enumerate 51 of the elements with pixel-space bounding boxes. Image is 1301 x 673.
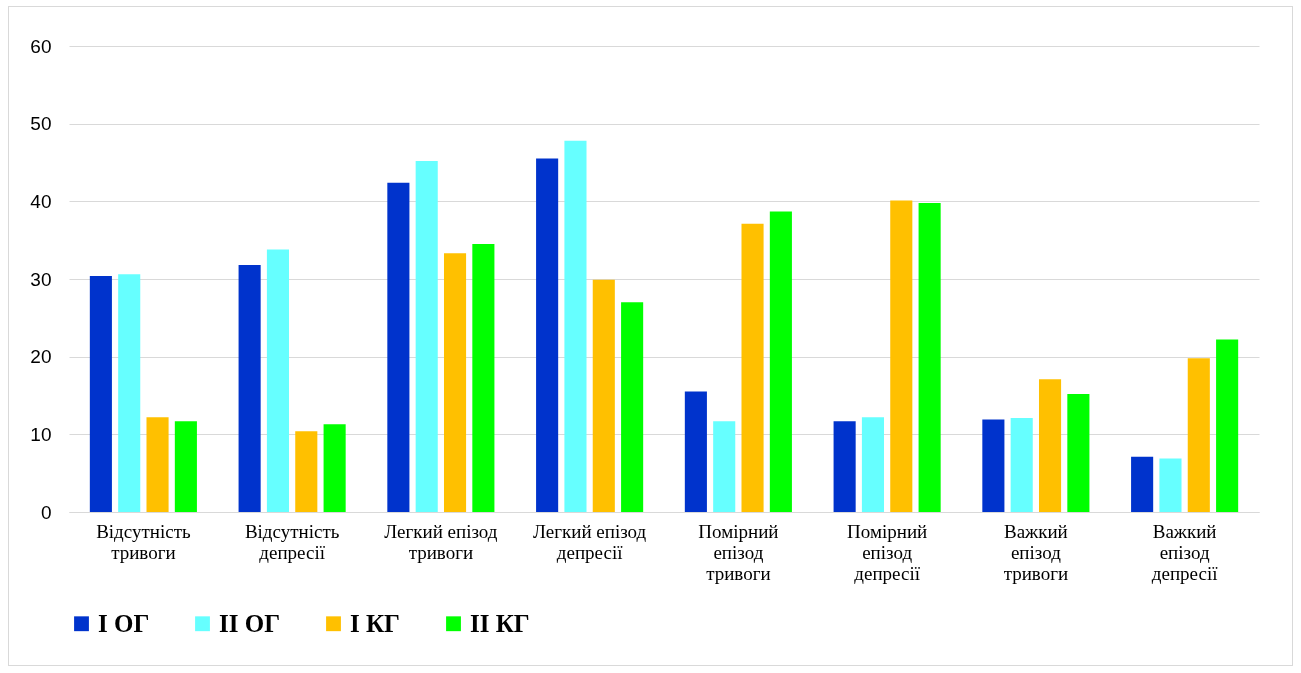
bar — [741, 223, 764, 512]
y-tick-label: 10 — [30, 423, 52, 445]
legend-label: II ОГ — [219, 609, 281, 637]
bar — [564, 140, 587, 512]
bar — [415, 160, 438, 512]
bar — [89, 275, 112, 512]
bar — [238, 265, 261, 512]
x-tick-label: Відсутність тривоги — [96, 520, 191, 563]
bar — [1159, 458, 1182, 512]
bar — [982, 419, 1005, 512]
bar — [536, 158, 559, 512]
bar — [1216, 339, 1239, 512]
bar — [684, 391, 707, 512]
x-tick-label: Помірний епізод депресії — [847, 520, 928, 584]
y-tick-label: 50 — [30, 113, 52, 135]
bar — [174, 421, 197, 512]
legend-label: II КГ — [470, 609, 530, 637]
bar — [833, 421, 856, 512]
y-tick-label: 0 — [40, 501, 52, 523]
bar — [266, 249, 290, 512]
bar — [1038, 379, 1062, 512]
bar — [472, 244, 495, 512]
x-tick-label: Легкий епізод депресії — [533, 520, 647, 563]
bar — [890, 200, 913, 512]
bar — [1067, 393, 1090, 512]
bar — [387, 182, 410, 512]
x-tick-label: Відсутність депресії — [244, 520, 340, 563]
bar — [1010, 418, 1033, 512]
bar — [323, 424, 346, 512]
x-tick-label: Важкий епізод депресії — [1151, 520, 1219, 584]
bar — [592, 279, 615, 512]
bar — [1187, 358, 1210, 512]
legend-label: I КГ — [350, 609, 401, 637]
bar — [443, 253, 467, 512]
bar — [769, 211, 792, 512]
x-tick-label: Помірний епізод тривоги — [698, 520, 779, 584]
bar — [295, 431, 318, 512]
legend-label: I ОГ — [98, 609, 150, 637]
bar — [146, 417, 169, 512]
bar — [713, 421, 736, 512]
y-tick-label: 60 — [30, 35, 52, 57]
y-tick-label: 20 — [30, 346, 52, 368]
bar — [621, 302, 644, 512]
y-tick-label: 30 — [30, 268, 52, 290]
bar — [118, 274, 141, 512]
y-tick-label: 40 — [30, 190, 52, 212]
bar — [918, 202, 941, 512]
bar — [861, 417, 885, 512]
x-tick-label: Легкий епізод тривоги — [384, 520, 498, 563]
x-tick-label: Важкий епізод тривоги — [1003, 520, 1069, 584]
bar — [1131, 456, 1154, 512]
